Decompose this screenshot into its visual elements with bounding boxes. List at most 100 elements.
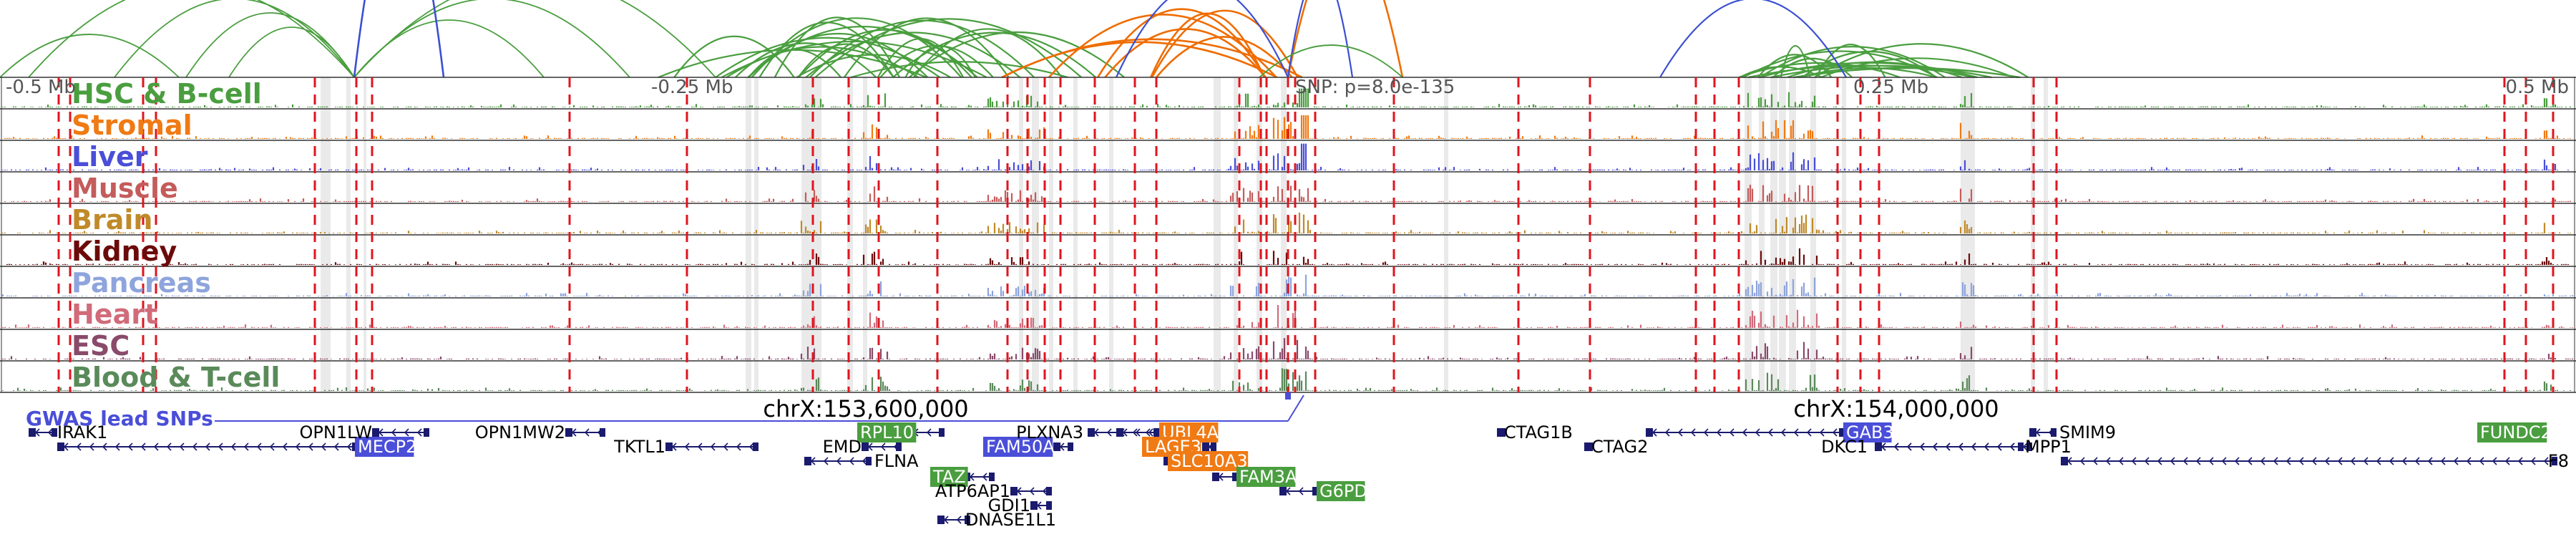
gene-label[interactable]: FUNDC2 bbox=[2480, 422, 2552, 442]
track-label[interactable]: Brain bbox=[72, 204, 152, 236]
gwas-track-label[interactable]: GWAS lead SNPs bbox=[26, 407, 213, 430]
gene-label[interactable]: GDI1 bbox=[988, 495, 1030, 516]
gene-irak1[interactable]: IRAK1 bbox=[29, 422, 107, 442]
loop-arc bbox=[1760, 46, 1946, 78]
exon-block bbox=[1046, 487, 1052, 495]
gene-fam50a[interactable]: FAM50A bbox=[983, 437, 1073, 457]
exon-block bbox=[1211, 442, 1216, 451]
gene-mpp1[interactable]: MPP1 bbox=[1875, 437, 2072, 457]
loop-arc bbox=[1151, 9, 1299, 78]
gene-label[interactable]: G6PD bbox=[1319, 481, 1367, 501]
signal-peaks bbox=[4, 185, 2572, 202]
gene-highlight-box bbox=[983, 437, 1053, 457]
gene-fundc2[interactable]: FUNDC2 bbox=[2477, 422, 2552, 442]
loop-arc bbox=[28, 0, 355, 78]
gene-taz[interactable]: TAZ bbox=[930, 467, 995, 487]
gene-label[interactable]: CTAG1B bbox=[1504, 422, 1573, 442]
track-label[interactable]: Heart bbox=[72, 299, 157, 330]
loop-arc bbox=[798, 29, 972, 78]
gene-emd[interactable]: EMD bbox=[823, 437, 902, 457]
signal-peaks bbox=[1, 88, 2572, 107]
exon-block bbox=[372, 428, 379, 437]
exon-block bbox=[52, 428, 57, 437]
track-label[interactable]: Blood & T-cell bbox=[72, 362, 280, 393]
gene-label[interactable]: FAM50A bbox=[986, 437, 1055, 457]
gene-label[interactable]: MPP1 bbox=[2025, 437, 2072, 457]
track-label[interactable]: HSC & B-cell bbox=[72, 78, 262, 110]
exon-block bbox=[965, 516, 970, 524]
exon-block bbox=[862, 442, 869, 451]
exon-block bbox=[424, 428, 429, 437]
gene-g6pd[interactable]: G6PD bbox=[1279, 481, 1367, 501]
track-label[interactable]: Pancreas bbox=[72, 267, 211, 299]
gene-label[interactable]: SLC10A3 bbox=[1171, 451, 1248, 471]
loop-arc bbox=[1757, 54, 1833, 78]
gene-label[interactable]: GAB3 bbox=[1846, 422, 1894, 442]
region-mark-minus-0-5: -0.5 Mb bbox=[6, 77, 76, 98]
gwas-track[interactable]: GWAS lead SNPs bbox=[26, 392, 1304, 430]
gene-rpl10[interactable]: RPL10 bbox=[857, 422, 945, 442]
signal-peaks bbox=[1, 274, 2574, 296]
track-label[interactable]: Kidney bbox=[72, 236, 177, 267]
gene-opn1lw[interactable]: OPN1LW bbox=[300, 422, 429, 442]
gene-label[interactable]: MECP2 bbox=[358, 437, 416, 457]
loop-arc bbox=[1738, 62, 1901, 79]
gene-slc10a3[interactable]: SLC10A3 bbox=[1163, 451, 1249, 471]
exon-block bbox=[1875, 442, 1882, 451]
gwas-snp-marker[interactable] bbox=[1285, 392, 1291, 400]
gene-label[interactable]: OPN1MW2 bbox=[475, 422, 565, 442]
gene-label[interactable]: EMD bbox=[823, 437, 862, 457]
gene-label[interactable]: ATP6AP1 bbox=[935, 481, 1010, 501]
gene-opn1mw2[interactable]: OPN1MW2 bbox=[475, 422, 605, 442]
track-label[interactable]: Liver bbox=[72, 141, 148, 173]
snp-pvalue-label: SNP: p=8.0e-135 bbox=[1295, 77, 1455, 98]
loop-arc bbox=[1772, 57, 1853, 78]
track-label[interactable]: Muscle bbox=[72, 173, 178, 204]
gene-label[interactable]: FAM3A bbox=[1239, 467, 1297, 487]
gene-dnase1l1[interactable]: DNASE1L1 bbox=[937, 510, 1056, 530]
exon-block bbox=[1153, 428, 1159, 437]
signal-peaks bbox=[1, 212, 2572, 233]
loop-arc bbox=[114, 0, 355, 78]
gene-label[interactable]: FLNA bbox=[874, 451, 919, 471]
exon-block bbox=[1312, 487, 1318, 495]
gene-atp6ap1[interactable]: ATP6AP1 bbox=[935, 481, 1052, 501]
gene-fam3a[interactable]: FAM3A bbox=[1212, 467, 1297, 487]
exon-block bbox=[939, 428, 945, 437]
region-mark-plus-0-25: 0.25 Mb bbox=[1853, 77, 1928, 98]
gene-label[interactable]: DKC1 bbox=[1821, 437, 1868, 457]
signal-peaks bbox=[1, 338, 2574, 359]
gene-label[interactable]: CTAG2 bbox=[1591, 437, 1648, 457]
coordinate-label: chrX:154,000,000 bbox=[1793, 395, 1999, 422]
gene-gdi1[interactable]: GDI1 bbox=[988, 495, 1052, 516]
gene-label[interactable]: PLXNA3 bbox=[1016, 422, 1083, 442]
gene-mecp2[interactable]: MECP2 bbox=[57, 437, 416, 457]
gene-label[interactable]: OPN1LW bbox=[300, 422, 372, 442]
track-label[interactable]: ESC bbox=[72, 330, 130, 362]
gene-label[interactable]: F8 bbox=[2548, 451, 2569, 471]
gene-tktl1[interactable]: TKTL1 bbox=[613, 437, 758, 457]
gene-highlight-box bbox=[1843, 422, 1892, 442]
track-label[interactable]: Stromal bbox=[72, 110, 192, 141]
gene-label[interactable]: TKTL1 bbox=[613, 437, 665, 457]
gene-highlight-box bbox=[857, 422, 917, 442]
gene-label[interactable]: SMIM9 bbox=[2059, 422, 2116, 442]
loop-arc bbox=[748, 32, 929, 78]
track-labels[interactable]: HSC & B-cellStromalLiverMuscleBrainKidne… bbox=[72, 78, 280, 393]
gene-f8[interactable]: F8 bbox=[2061, 451, 2569, 471]
gene-label[interactable]: TAZ bbox=[932, 467, 966, 487]
gene-highlight-box bbox=[355, 437, 414, 457]
gene-label[interactable]: IRAK1 bbox=[57, 422, 107, 442]
gene-label[interactable]: RPL10 bbox=[860, 422, 914, 442]
loop-arc bbox=[353, 0, 445, 78]
gene-ctag2[interactable]: CTAG2 bbox=[1584, 437, 1648, 457]
gene-smim9[interactable]: SMIM9 bbox=[2029, 422, 2116, 442]
exon-block bbox=[804, 457, 811, 465]
gene-highlight-box bbox=[1236, 467, 1296, 487]
gene-flna[interactable]: FLNA bbox=[804, 451, 919, 471]
loop-arc bbox=[1116, 0, 1289, 78]
gene-gab3[interactable]: GAB3 bbox=[1646, 422, 1894, 442]
gene-ctag1b[interactable]: CTAG1B bbox=[1497, 422, 1573, 442]
gene-label[interactable]: DNASE1L1 bbox=[965, 510, 1056, 530]
